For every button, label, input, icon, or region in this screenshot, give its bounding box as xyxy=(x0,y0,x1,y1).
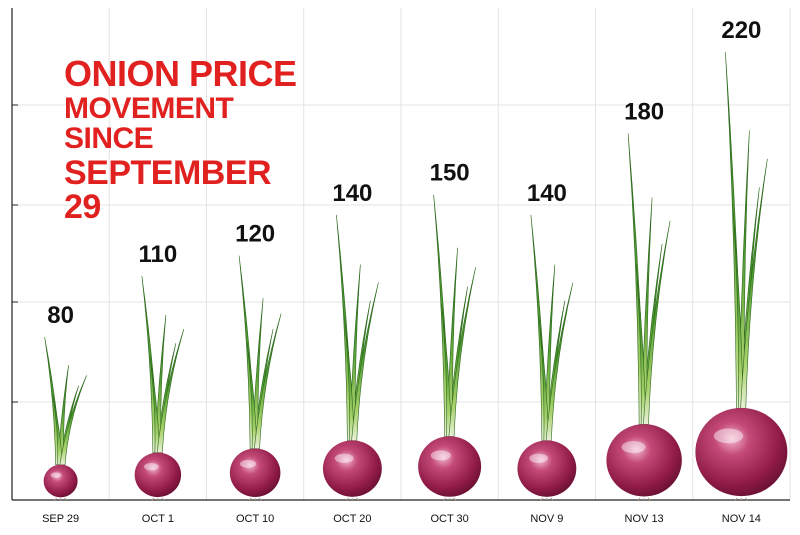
onion-bulb xyxy=(43,464,78,498)
x-tick-label: NOV 13 xyxy=(625,513,664,525)
onion-highlight xyxy=(239,459,257,468)
onion-roots xyxy=(346,497,359,501)
data-label: 220 xyxy=(721,17,761,44)
x-tick-label: SEP 29 xyxy=(42,513,79,525)
onion-leaf xyxy=(351,282,379,441)
onion-bar xyxy=(43,337,87,501)
x-tick-label: NOV 14 xyxy=(722,513,761,525)
onion-bar xyxy=(606,133,682,501)
onion-bulb xyxy=(606,424,682,497)
onion-leaf xyxy=(59,375,87,466)
onion-bulb xyxy=(517,440,577,497)
onion-leaf xyxy=(253,313,282,449)
onion-bulb xyxy=(418,436,482,497)
onion-leaf xyxy=(740,158,768,409)
onion-highlight xyxy=(334,453,354,463)
onion-roots xyxy=(151,497,165,501)
onion-bulb xyxy=(695,407,788,497)
x-tick-label: OCT 1 xyxy=(142,513,174,525)
onion-leaf xyxy=(643,220,671,425)
onion-highlight xyxy=(50,472,62,478)
data-label: 110 xyxy=(139,241,178,268)
onion-leaf xyxy=(246,342,258,449)
onion-bulb xyxy=(322,440,382,497)
data-label: 150 xyxy=(430,160,470,187)
title-line-2: MOVEMENT SINCE xyxy=(64,92,234,155)
axes xyxy=(11,8,790,501)
grid-lines xyxy=(11,8,791,500)
data-label: 180 xyxy=(624,98,664,125)
data-label: 120 xyxy=(235,221,275,248)
onion-leaf xyxy=(52,394,63,466)
onion-leaf xyxy=(156,328,185,454)
onion-leaf xyxy=(441,303,452,437)
data-label: 140 xyxy=(527,180,567,207)
onion-bar xyxy=(229,255,282,501)
title-line-1: ONION PRICE xyxy=(64,53,297,94)
onion-highlight xyxy=(430,450,451,461)
x-tick-label: OCT 20 xyxy=(333,513,371,525)
x-tick-label: OCT 30 xyxy=(430,513,468,525)
onion-highlight xyxy=(143,462,159,471)
onion-leaf xyxy=(635,264,647,425)
onion-bar xyxy=(517,214,577,501)
onion-leaf xyxy=(733,212,744,409)
onion-roots xyxy=(54,497,67,501)
onion-bar xyxy=(134,275,185,501)
labels: 80 SEP 29 110 OCT 1 120 OCT 10 140 OCT 20 150 OCT… xyxy=(42,17,761,525)
chart-title: ONION PRICE MOVEMENT SINCE SEPTEMBER 29 xyxy=(64,53,314,226)
onion-leaf xyxy=(344,316,355,441)
onion-bulb xyxy=(134,452,182,498)
onion-bar xyxy=(418,194,482,501)
data-label: 80 xyxy=(47,302,74,329)
onion-roots xyxy=(248,497,262,501)
onion-bar xyxy=(695,51,788,501)
onion-roots xyxy=(443,497,456,501)
onion-highlight xyxy=(529,453,549,463)
x-tick-label: OCT 10 xyxy=(236,513,274,525)
onion-highlight xyxy=(621,441,646,454)
onion-leaf xyxy=(545,282,574,441)
onion-bulb xyxy=(229,448,281,497)
onion-leaf xyxy=(149,355,160,454)
onion-roots xyxy=(540,497,554,501)
onion-marks xyxy=(43,51,788,501)
onion-roots xyxy=(637,497,651,501)
onion-bar xyxy=(322,214,382,501)
title-line-3: SEPTEMBER 29 xyxy=(64,154,272,226)
onion-leaf xyxy=(448,267,476,437)
onion-roots xyxy=(735,497,748,501)
onion-leaf xyxy=(538,316,549,441)
onion-highlight xyxy=(713,428,744,444)
data-label: 140 xyxy=(332,180,372,207)
x-tick-label: NOV 9 xyxy=(530,513,563,525)
